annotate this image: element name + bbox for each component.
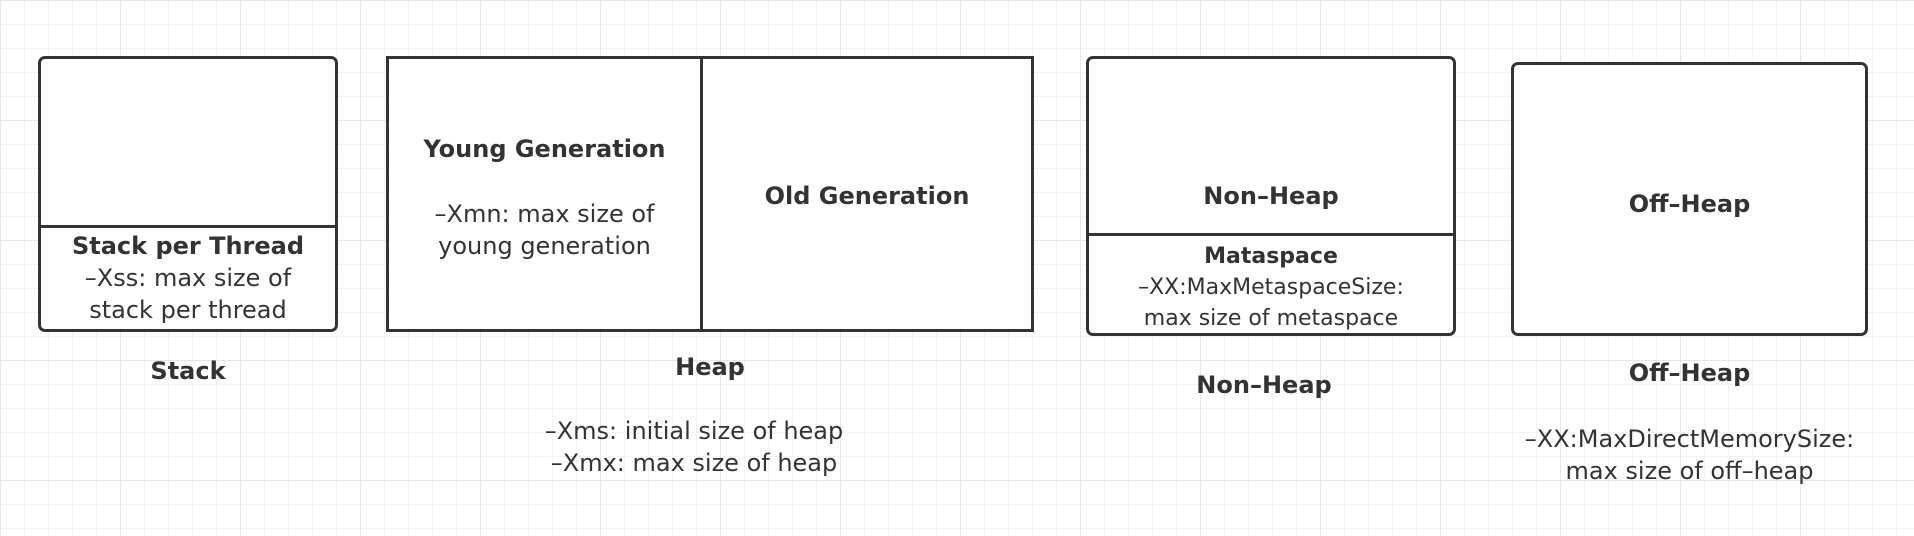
off-heap-box: Off–Heap — [1511, 62, 1868, 336]
non-heap-box: Non–Heap Mataspace –XX:MaxMetaspaceSize:… — [1086, 56, 1456, 336]
off-heap-note-line2: max size of off–heap — [1565, 457, 1814, 485]
stack-xss-line2: stack per thread — [89, 296, 287, 324]
stack-xss-line1: –Xss: max size of — [84, 264, 292, 292]
metaspace-title: Mataspace — [1204, 244, 1338, 269]
off-heap-title: Off–Heap — [1628, 190, 1751, 218]
metaspace-line1: –XX:MaxMetaspaceSize: — [1138, 275, 1404, 300]
metaspace-divider — [1089, 233, 1453, 236]
off-heap-caption: Off–Heap — [1628, 359, 1751, 387]
stack-divider — [41, 225, 335, 228]
heap-xms-note: –Xms: initial size of heap — [544, 417, 844, 445]
heap-divider — [700, 59, 703, 329]
stack-per-thread-title: Stack per Thread — [71, 232, 305, 260]
xmn-line2: young generation — [438, 232, 651, 260]
heap-xmx-note: –Xmx: max size of heap — [550, 449, 838, 477]
stack-box: Stack per Thread –Xss: max size of stack… — [38, 56, 338, 332]
xmn-line1: –Xmn: max size of — [434, 200, 655, 228]
metaspace-line2: max size of metaspace — [1143, 306, 1399, 331]
heap-box: Young Generation –Xmn: max size of young… — [386, 56, 1034, 332]
stack-caption: Stack — [150, 357, 226, 385]
off-heap-note-line1: –XX:MaxDirectMemorySize: — [1524, 425, 1855, 453]
old-generation-title: Old Generation — [764, 182, 970, 210]
non-heap-caption: Non–Heap — [1196, 371, 1332, 399]
heap-caption: Heap — [675, 353, 745, 381]
young-generation-title: Young Generation — [423, 135, 666, 163]
non-heap-title: Non–Heap — [1203, 182, 1339, 210]
